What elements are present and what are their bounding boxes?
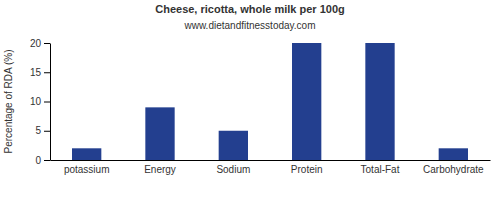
background xyxy=(0,0,500,200)
x-tick: Total-Fat xyxy=(361,160,400,175)
y-tick-mark xyxy=(44,102,50,103)
y-tick-label: 5 xyxy=(35,125,41,136)
x-tick: potassium xyxy=(64,160,110,175)
y-tick: 10 xyxy=(30,96,50,107)
x-tick-label: Protein xyxy=(291,164,323,175)
y-tick: 20 xyxy=(30,38,50,49)
y-tick-mark xyxy=(44,160,50,161)
x-tick: Protein xyxy=(291,160,323,175)
bar xyxy=(292,43,321,160)
x-tick-label: potassium xyxy=(64,164,110,175)
y-tick-label: 0 xyxy=(35,155,41,166)
bar xyxy=(219,131,248,160)
y-tick-mark xyxy=(44,43,50,44)
x-axis-line xyxy=(51,160,491,161)
y-tick: 0 xyxy=(35,155,50,166)
bars xyxy=(72,43,468,160)
bar xyxy=(145,107,174,160)
x-tick: Carbohydrate xyxy=(423,160,484,175)
y-tick: 15 xyxy=(30,67,50,78)
y-tick: 5 xyxy=(35,125,50,136)
bar xyxy=(72,148,101,160)
x-tick-label: Total-Fat xyxy=(361,164,400,175)
subtitle: www.dietandfitnesstoday.com xyxy=(184,20,316,31)
bar xyxy=(439,148,468,160)
x-tick-label: Carbohydrate xyxy=(423,164,484,175)
title: Cheese, ricotta, whole milk per 100g xyxy=(155,3,345,15)
x-tick: Energy xyxy=(144,160,176,175)
y-tick-label: 20 xyxy=(30,38,42,49)
x-tick: Sodium xyxy=(216,160,250,175)
y-tick-mark xyxy=(44,72,50,73)
plot: 0 5 10 15 20 potassium Energy Sodium Protein Tota… xyxy=(30,38,491,175)
x-tick-label: Sodium xyxy=(216,164,250,175)
y-tick-mark xyxy=(44,131,50,132)
y-tick-label: 10 xyxy=(30,96,42,107)
bar xyxy=(365,43,394,160)
y-axis-title: Percentage of RDA (%) xyxy=(3,50,14,154)
y-tick-label: 15 xyxy=(30,67,42,78)
chart: Cheese, ricotta, whole milk per 100g www.… xyxy=(0,0,500,200)
x-tick-label: Energy xyxy=(144,164,176,175)
x-axis: potassium Energy Sodium Protein Total-Fat Car… xyxy=(51,160,491,175)
y-axis: 0 5 10 15 20 xyxy=(30,38,51,166)
y-axis-line xyxy=(50,44,51,161)
